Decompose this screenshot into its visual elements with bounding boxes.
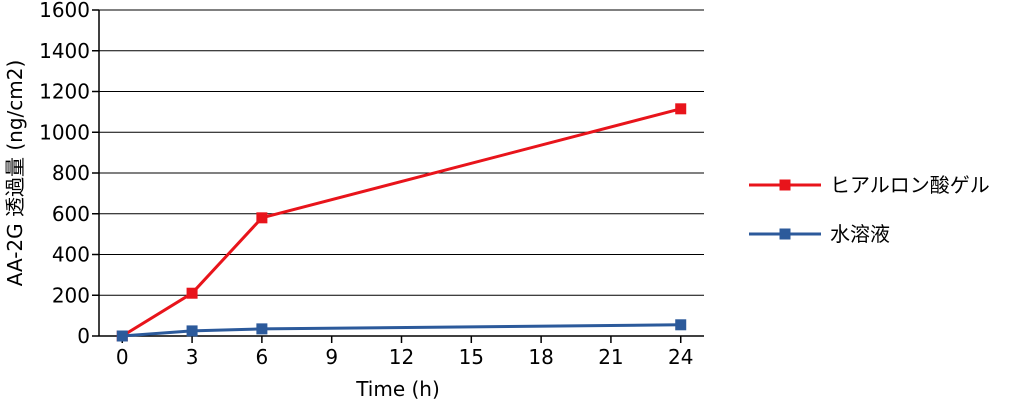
y-axis-title: AA-2G 透過量 (ng/cm2)	[3, 60, 27, 287]
y-tick-label: 400	[52, 243, 90, 267]
legend-label: ヒアルロン酸ゲル	[830, 173, 990, 197]
data-point	[116, 330, 128, 342]
series-line	[122, 323, 681, 338]
gridlines	[99, 9, 704, 296]
data-point	[256, 212, 268, 224]
y-tick-label: 1000	[39, 120, 90, 144]
series-line	[121, 107, 682, 338]
legend-swatch-marker	[779, 228, 791, 240]
legend-item: ヒアルロン酸ゲル	[749, 173, 990, 197]
y-tick-label: 600	[52, 202, 90, 226]
y-axis: 0 200 400 600 800 1000 1200 1400 1600	[39, 0, 100, 348]
x-axis-title: Time (h)	[355, 377, 440, 401]
x-tick-label: 24	[668, 345, 693, 369]
y-tick-label: 200	[52, 283, 90, 307]
data-point	[256, 323, 268, 335]
y-tick-label: 800	[52, 161, 90, 185]
y-tick-label: 0	[77, 324, 90, 348]
x-tick-label: 9	[325, 345, 338, 369]
y-tick-label: 1400	[39, 39, 90, 63]
x-tick-label: 6	[256, 345, 269, 369]
data-point	[186, 287, 198, 299]
x-tick-label: 3	[186, 345, 199, 369]
x-tick-label: 21	[598, 345, 623, 369]
x-tick-label: 12	[389, 345, 414, 369]
x-tick-label: 18	[528, 345, 553, 369]
x-tick-label: 0	[116, 345, 129, 369]
y-tick-label: 1200	[39, 80, 90, 104]
data-point	[186, 325, 198, 337]
data-point	[675, 319, 687, 331]
legend-swatch-marker	[779, 179, 791, 191]
y-tick-label: 1600	[39, 0, 90, 22]
legend-label: 水溶液	[830, 222, 890, 246]
legend-item: 水溶液	[749, 222, 890, 246]
x-axis: 0 3 6 9 12 15 18 21 24	[99, 335, 704, 369]
data-point	[675, 103, 687, 115]
series-2	[116, 319, 687, 342]
series-layer	[116, 103, 687, 342]
x-tick-label: 15	[459, 345, 484, 369]
series-1	[116, 103, 687, 342]
